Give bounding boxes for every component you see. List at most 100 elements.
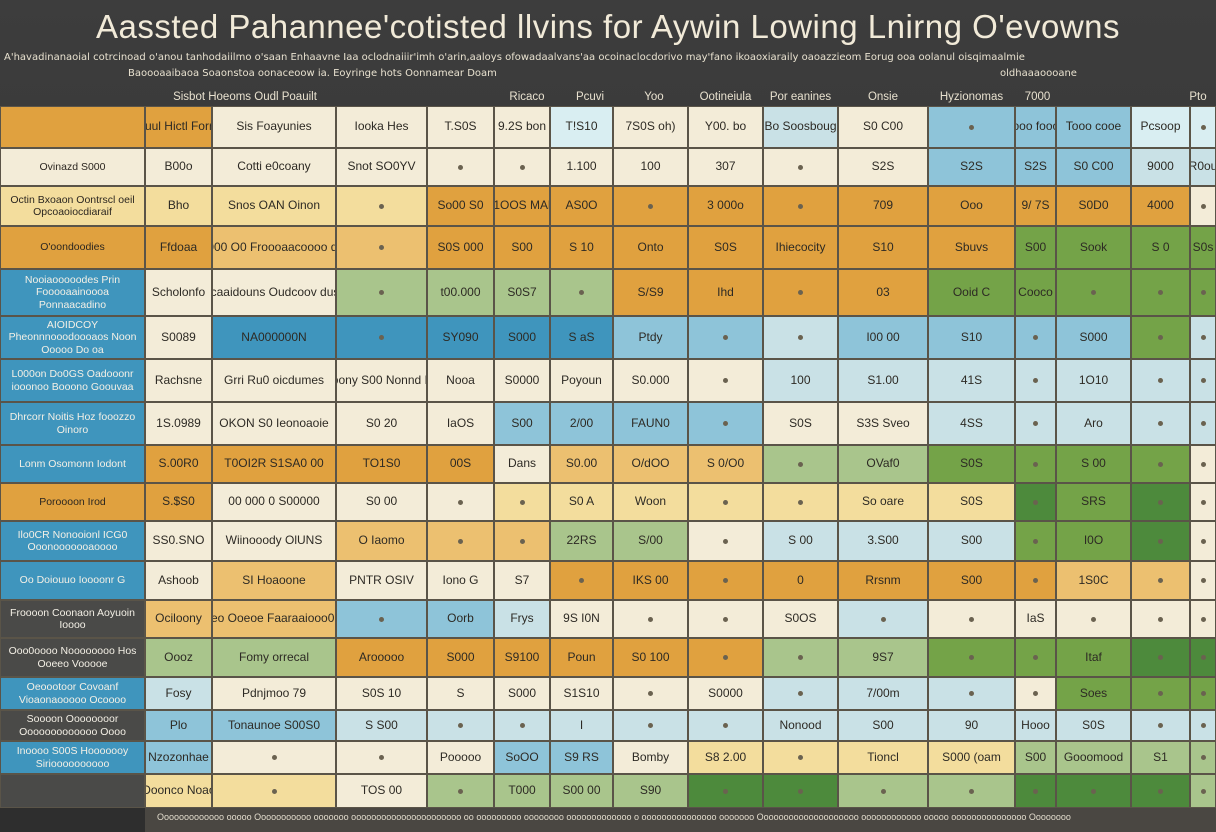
- table-cell: S0S: [928, 445, 1015, 483]
- table-cell: [1190, 741, 1216, 774]
- table-cell: [494, 483, 550, 521]
- table-cell: [688, 638, 763, 677]
- column-header: Yoo: [644, 91, 664, 104]
- row-label: Inoooo S00S Hooooooy Sirioooooooooo: [0, 741, 145, 774]
- table-cell: 107 Ooonco Noaomen: [145, 774, 212, 808]
- table-cell: [838, 774, 928, 808]
- table-cell: 1OOS MAl: [494, 186, 550, 226]
- table-cell: [1015, 359, 1056, 402]
- row-label: Ooo0oooo Noooooooo Hos Ooeeo Vooooe: [0, 638, 145, 677]
- table-cell: [1190, 600, 1216, 638]
- table-cell: 1S0C: [1056, 561, 1131, 600]
- subtitle-line-1: A'havadinanaoial cotrcinoad o'anou tanho…: [4, 52, 1025, 63]
- table-cell: S0S: [928, 483, 1015, 521]
- table-cell: 9.2S bon: [494, 106, 550, 148]
- bullet-dot-icon: [1200, 578, 1206, 583]
- table-cell: S9100: [494, 638, 550, 677]
- bullet-dot-icon: [798, 655, 803, 660]
- table-cell: Iooooooeo Ooeoe Faaraaiooo0 o o0ubs: [212, 600, 336, 638]
- bullet-dot-icon: [1158, 788, 1163, 794]
- bullet-dot-icon: [1033, 788, 1038, 794]
- bullet-dot-icon: [723, 335, 728, 340]
- table-cell: [1131, 483, 1190, 521]
- table-cell: [688, 600, 763, 638]
- bullet-dot-icon: [798, 691, 803, 696]
- column-header: Por eanines: [769, 91, 832, 104]
- row-label: Soooon Oooooooor Ooooooooooooo Oooo: [0, 710, 145, 741]
- bullet-dot-icon: [1033, 421, 1038, 426]
- table-cell: [928, 600, 1015, 638]
- bullet-dot-icon: [648, 723, 653, 728]
- table-cell: [1190, 402, 1216, 445]
- bullet-dot-icon: [723, 655, 728, 660]
- table-cell: Rachsne: [145, 359, 212, 402]
- table-cell: S0 C00: [838, 106, 928, 148]
- bullet-dot-icon: [379, 245, 384, 250]
- table-cell: Grri Ru0 oicdumes: [212, 359, 336, 402]
- table-cell: S0D0: [1056, 186, 1131, 226]
- table-cell: 1.100: [550, 148, 613, 186]
- table-cell: [613, 600, 688, 638]
- table-cell: [763, 269, 838, 316]
- bullet-dot-icon: [1158, 691, 1163, 696]
- table-cell: S 00: [763, 521, 838, 561]
- table-cell: S.$S0: [145, 483, 212, 521]
- table-cell: S00: [1015, 226, 1056, 269]
- row-label: Octin Bxoaon Oontrscl oeil Opcoaoiocdiar…: [0, 186, 145, 226]
- table-cell: Scholonfo: [145, 269, 212, 316]
- table-cell: S000: [494, 677, 550, 710]
- row-label: Dhrcorr Noitis Hoz fooozzo Oinoro: [0, 402, 145, 445]
- table-cell: 0: [763, 561, 838, 600]
- table-cell: [763, 677, 838, 710]
- table-cell: I00 00: [838, 316, 928, 359]
- bullet-dot-icon: [880, 616, 886, 622]
- bullet-dot-icon: [1158, 335, 1163, 340]
- table-cell: Gooomood: [1056, 741, 1131, 774]
- table-cell: [1015, 774, 1056, 808]
- table-cell: [1190, 521, 1216, 561]
- table-cell: [763, 638, 838, 677]
- bullet-dot-icon: [648, 616, 653, 622]
- bullet-dot-icon: [1158, 290, 1163, 295]
- table-cell: SoOO: [494, 741, 550, 774]
- table-cell: S000: [427, 638, 494, 677]
- table-cell: I0O: [1056, 521, 1131, 561]
- table-cell: 4000: [1131, 186, 1190, 226]
- table-cell: S0 100: [613, 638, 688, 677]
- bullet-dot-icon: [969, 124, 974, 130]
- table-cell: Itaf: [1056, 638, 1131, 677]
- column-header: Hyzionomas: [939, 91, 1004, 104]
- bullet-dot-icon: [1158, 578, 1163, 583]
- table-cell: 307: [688, 148, 763, 186]
- table-cell: S0.000: [613, 359, 688, 402]
- table-cell: [1131, 774, 1190, 808]
- subtitle-line-2: Baoooaaibaoa Soaonstoa oonaceoow ia. Eoy…: [128, 68, 497, 79]
- table-cell: Bomby: [613, 741, 688, 774]
- table-cell: [336, 316, 427, 359]
- table-cell: Arooooo: [336, 638, 427, 677]
- table-cell: 9000: [1131, 148, 1190, 186]
- table-cell: [613, 677, 688, 710]
- table-cell: Pooooo: [427, 741, 494, 774]
- table-cell: 7/00m: [838, 677, 928, 710]
- bullet-dot-icon: [648, 203, 653, 209]
- table-cell: [1056, 774, 1131, 808]
- bullet-dot-icon: [723, 788, 728, 794]
- table-cell: S0S: [688, 226, 763, 269]
- bullet-dot-icon: [1033, 378, 1038, 383]
- table-cell: S0S: [763, 402, 838, 445]
- table-cell: Tioncl: [838, 741, 928, 774]
- table-cell: [763, 148, 838, 186]
- bullet-dot-icon: [1091, 616, 1096, 622]
- table-cell: Ptdy: [613, 316, 688, 359]
- bullet-dot-icon: [723, 499, 728, 505]
- table-cell: [928, 638, 1015, 677]
- row-label: Nooiaooooodes Prin Fooooaainoooa Ponnaac…: [0, 269, 145, 316]
- table-cell: [1131, 677, 1190, 710]
- table-cell: S1.00: [838, 359, 928, 402]
- table-cell: Frys: [494, 600, 550, 638]
- row-label: L000on Do0GS Oadooonr iooonoo Booono Goo…: [0, 359, 145, 402]
- bullet-dot-icon: [648, 691, 653, 696]
- bullet-dot-icon: [1200, 788, 1206, 794]
